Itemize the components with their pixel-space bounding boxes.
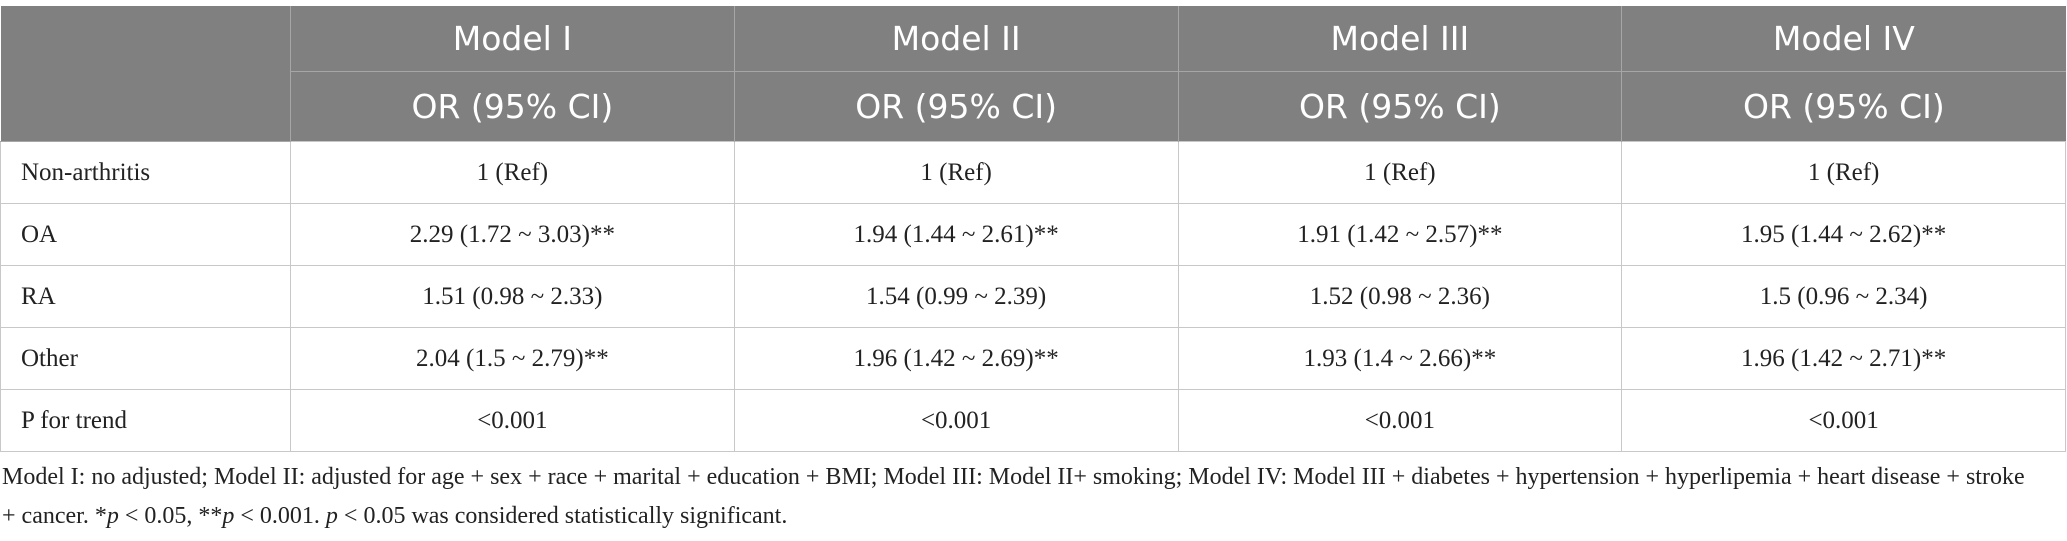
column-subheader: OR (95% CI) [733, 71, 1178, 142]
table-cell: 1.96 (1.42 ~ 2.69)** [733, 327, 1179, 390]
table-cell: <0.001 [1177, 389, 1623, 452]
row-label: OA [0, 203, 291, 266]
table-cell: <0.001 [1621, 389, 2066, 452]
table-row: RA 1.51 (0.98 ~ 2.33) 1.54 (0.99 ~ 2.39) 1.… [0, 265, 2066, 328]
footnote: Model I: no adjusted; Model II: adjusted… [2, 458, 2042, 536]
column-header: Model IV [1621, 6, 2066, 72]
table-cell: 1.5 (0.96 ~ 2.34) [1621, 265, 2066, 328]
header-cell [0, 6, 291, 142]
row-label: RA [0, 265, 291, 328]
footnote-text: < 0.001. [234, 503, 326, 529]
results-table: Model I Model II Model III Model IV OR (95% … [0, 6, 2066, 452]
footnote-text: < 0.05 was considered statistically sign… [337, 503, 788, 529]
row-label: P for trend [0, 389, 291, 452]
header-row: Model I Model II Model III Model IV [0, 6, 2066, 142]
table-cell: 2.04 (1.5 ~ 2.79)** [290, 327, 735, 390]
column-header: Model I [290, 6, 735, 72]
footnote-text: p [106, 503, 119, 529]
column-subheader: OR (95% CI) [290, 71, 735, 142]
table-cell: <0.001 [290, 389, 735, 452]
table-row: P for trend <0.001 <0.001 <0.001 <0.001 [0, 389, 2066, 452]
table-cell: 1.54 (0.99 ~ 2.39) [733, 265, 1179, 328]
table-cell: <0.001 [733, 389, 1179, 452]
table-cell: 1.52 (0.98 ~ 2.36) [1177, 265, 1623, 328]
column-header: Model II [733, 6, 1178, 72]
table-cell: 1.93 (1.4 ~ 2.66)** [1177, 327, 1623, 390]
column-subheader: OR (95% CI) [1621, 71, 2066, 142]
footnote-text: p [222, 503, 235, 529]
table-cell: 1.94 (1.44 ~ 2.61)** [733, 203, 1179, 266]
table-cell: 1 (Ref) [290, 141, 735, 204]
table-row: OA 2.29 (1.72 ~ 3.03)** 1.94 (1.44 ~ 2.61)… [0, 203, 2066, 266]
footnote-text: < 0.05, ** [118, 503, 223, 529]
table-row: Other 2.04 (1.5 ~ 2.79)** 1.96 (1.42 ~ 2.6… [0, 327, 2066, 390]
table-cell: 2.29 (1.72 ~ 3.03)** [290, 203, 735, 266]
table-cell: 1.95 (1.44 ~ 2.62)** [1621, 203, 2066, 266]
footnote-text: Model I: no adjusted; Model II: adjusted… [2, 464, 2025, 529]
column-header: Model III [1177, 6, 1622, 72]
table-cell: 1 (Ref) [1621, 141, 2066, 204]
table-row: Non-arthritis 1 (Ref) 1 (Ref) 1 (Ref) 1 (Ref… [0, 141, 2066, 204]
column-subheader: OR (95% CI) [1177, 71, 1622, 142]
footnote-text: p [325, 503, 338, 529]
table-cell: 1 (Ref) [1177, 141, 1623, 204]
table-cell: 1.96 (1.42 ~ 2.71)** [1621, 327, 2066, 390]
table-cell: 1.51 (0.98 ~ 2.33) [290, 265, 735, 328]
table-cell: 1.91 (1.42 ~ 2.57)** [1177, 203, 1623, 266]
row-label: Non-arthritis [0, 141, 291, 204]
table-cell: 1 (Ref) [733, 141, 1179, 204]
row-label: Other [0, 327, 291, 390]
header-row: OR (95% CI) OR (95% CI) OR (95% CI) OR (95%… [1, 71, 2066, 142]
